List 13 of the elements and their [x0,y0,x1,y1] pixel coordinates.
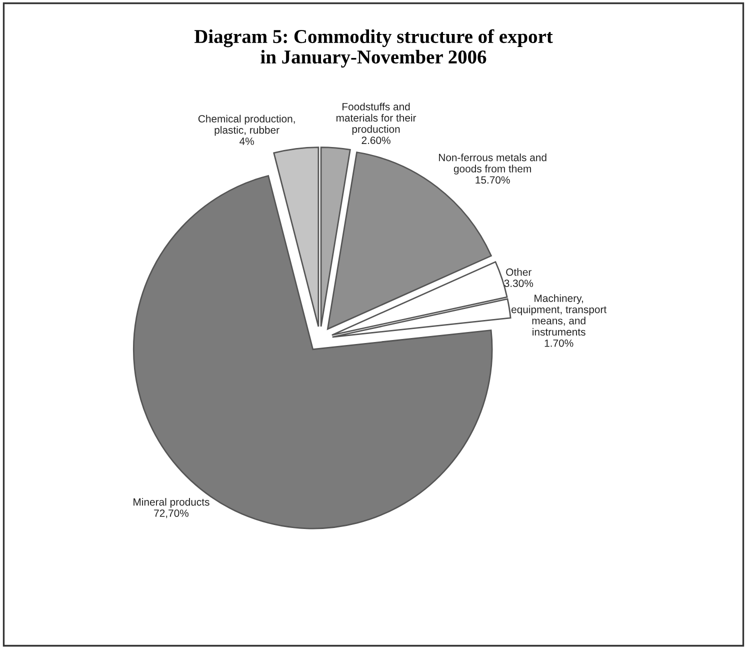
slice-label: Non-ferrous metals and goods from them [438,154,546,174]
chart-title: Diagram 5: Commodity structure of export in January-November 2006 [194,29,553,68]
slice-label: Machinery, equipment, transport means, and instruments [512,294,607,336]
slice-label: Chemical production, plastic, rubber [198,114,295,136]
data-label: 15.70% [476,176,510,184]
data-label: 3.30% [504,280,534,288]
data-label: 1.70% [544,339,574,347]
data-label: 72,70% [154,510,189,518]
slice-label: Other [506,268,532,276]
data-label: 2.60% [362,136,390,144]
slice-label: Mineral products [134,498,210,508]
slice-label: Foodstuffs and materials for their production [336,102,416,135]
data-label: 4% [240,138,254,145]
